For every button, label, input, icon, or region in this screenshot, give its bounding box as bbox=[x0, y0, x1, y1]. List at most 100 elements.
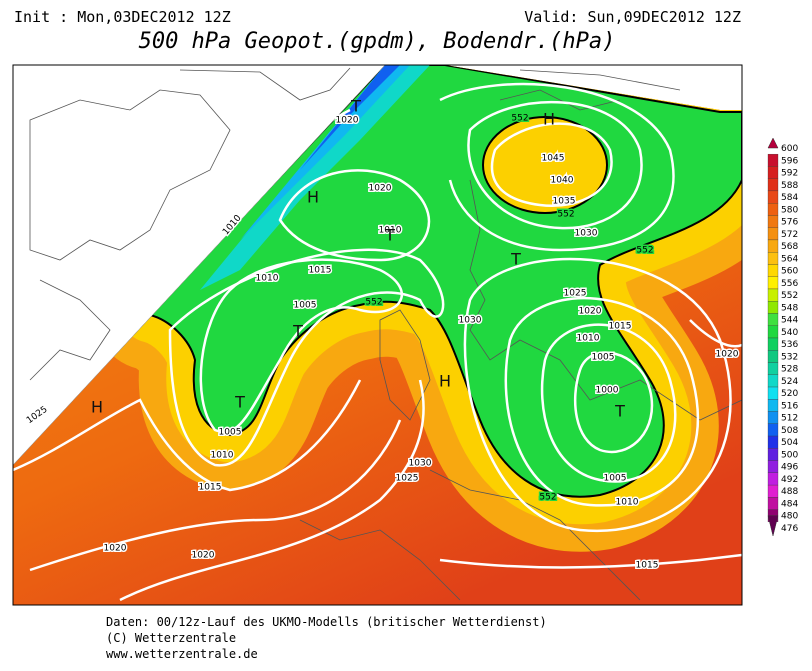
pressure-label: 1020 bbox=[104, 544, 127, 554]
legend-swatch bbox=[767, 203, 779, 216]
pressure-label: 1015 bbox=[309, 266, 332, 276]
legend-label: 596 bbox=[781, 156, 798, 166]
geopot-label: 552 bbox=[636, 246, 653, 256]
pressure-center: T bbox=[384, 226, 395, 245]
legend-swatch bbox=[767, 239, 779, 253]
pressure-label: 1020 bbox=[336, 116, 359, 126]
legend-swatch bbox=[767, 411, 779, 424]
pressure-label: 1010 bbox=[616, 498, 639, 508]
geopotential-field bbox=[13, 65, 742, 605]
map-title: 500 hPa Geopot.(gpdm), Bodendr.(hPa) bbox=[139, 29, 616, 54]
geopot-label: 552 bbox=[557, 210, 574, 220]
pressure-label: 1020 bbox=[716, 350, 739, 360]
pressure-label: 1005 bbox=[604, 474, 627, 484]
legend-swatch bbox=[767, 166, 779, 179]
legend-swatch bbox=[767, 153, 779, 167]
legend-swatch bbox=[767, 472, 779, 486]
pressure-center: T bbox=[510, 250, 521, 269]
legend-label: 504 bbox=[781, 438, 798, 448]
footer-url: www.wetterzentrale.de bbox=[106, 647, 258, 661]
pressure-center: H bbox=[543, 110, 555, 129]
legend-swatch bbox=[767, 178, 779, 192]
legend-label: 580 bbox=[781, 205, 798, 215]
legend-swatch bbox=[767, 399, 779, 412]
geopot-label: 552 bbox=[365, 298, 382, 308]
legend-label: 576 bbox=[781, 218, 798, 228]
pressure-center: H bbox=[307, 188, 319, 207]
legend-label: 484 bbox=[781, 499, 798, 509]
legend-label: 480 bbox=[781, 512, 798, 522]
map-area: 1020 1010 1020 1010 1015 1010 1005 1005 … bbox=[13, 65, 742, 605]
legend-swatch bbox=[767, 276, 779, 290]
legend-label: 572 bbox=[781, 230, 798, 240]
pressure-center: T bbox=[292, 322, 303, 341]
pressure-label: 1010 bbox=[379, 226, 402, 236]
pressure-label: 1020 bbox=[192, 551, 215, 561]
footer-source: Daten: 00/12z-Lauf des UKMO-Modells (bri… bbox=[106, 615, 547, 629]
legend-label: 568 bbox=[781, 242, 798, 252]
pressure-center: H bbox=[439, 372, 451, 391]
legend-swatch bbox=[767, 325, 779, 339]
pressure-label: 1025 bbox=[396, 474, 419, 484]
legend-swatch bbox=[767, 288, 779, 302]
legend-swatch bbox=[767, 227, 779, 241]
legend-label: 496 bbox=[781, 463, 798, 473]
legend-label: 516 bbox=[781, 401, 798, 411]
pressure-label: 1010 bbox=[256, 274, 279, 284]
legend-label: 592 bbox=[781, 169, 798, 179]
legend-label: 488 bbox=[781, 487, 798, 497]
pressure-label: 1005 bbox=[294, 301, 317, 311]
legend-label: 560 bbox=[781, 267, 798, 277]
outside-coastlines bbox=[29, 67, 681, 381]
pressure-label: 1020 bbox=[369, 184, 392, 194]
legend-swatch bbox=[767, 435, 779, 449]
legend-label: 600 bbox=[781, 144, 798, 154]
pressure-label: 1005 bbox=[219, 428, 242, 438]
legend-label: 500 bbox=[781, 450, 798, 460]
valid-time: Valid: Sun,09DEC2012 12Z bbox=[524, 8, 741, 26]
pressure-label: 1015 bbox=[636, 561, 659, 571]
legend-swatch bbox=[767, 313, 779, 326]
legend-label: 532 bbox=[781, 352, 798, 362]
pressure-label: 1025 bbox=[564, 289, 587, 299]
cyan-field bbox=[200, 65, 430, 290]
pressure-contours bbox=[13, 82, 742, 602]
geopot-label: 552 bbox=[539, 493, 556, 503]
legend-swatch bbox=[767, 386, 779, 400]
pressure-label: 1015 bbox=[199, 483, 222, 493]
legend-swatch bbox=[767, 301, 779, 314]
pressure-center: H bbox=[91, 398, 103, 417]
legend-swatch bbox=[767, 448, 779, 461]
legend-swatch bbox=[767, 460, 779, 473]
legend-label: 556 bbox=[781, 279, 798, 289]
pressure-label: 1005 bbox=[592, 353, 615, 363]
pressure-center: T bbox=[614, 402, 625, 421]
legend-swatch bbox=[767, 337, 779, 351]
legend-swatch bbox=[767, 484, 779, 498]
footer-copyright: (C) Wetterzentrale bbox=[106, 631, 236, 645]
legend-swatch bbox=[767, 497, 779, 510]
legend-label: 536 bbox=[781, 340, 798, 350]
color-legend: 600 596 592 588 584 580 576 572 568 564 560 556 552 5… bbox=[767, 137, 798, 537]
legend-label: 512 bbox=[781, 414, 798, 424]
legend-cap bbox=[767, 515, 779, 537]
legend-swatch bbox=[767, 264, 779, 277]
pressure-label: 1030 bbox=[409, 459, 432, 469]
legend-label: 548 bbox=[781, 303, 798, 313]
pressure-label: 1000 bbox=[596, 386, 619, 396]
legend-label: 524 bbox=[781, 377, 798, 387]
legend-swatch bbox=[767, 374, 779, 388]
pressure-label: 1015 bbox=[609, 322, 632, 332]
pressure-label: 1035 bbox=[553, 197, 576, 207]
legend-label: 552 bbox=[781, 291, 798, 301]
legend-swatch bbox=[767, 252, 779, 265]
pressure-label: 1030 bbox=[575, 229, 598, 239]
legend-swatch bbox=[767, 362, 779, 375]
pressure-label: 1020 bbox=[579, 307, 602, 317]
init-time: Init : Mon,03DEC2012 12Z bbox=[14, 8, 231, 26]
legend-label: 584 bbox=[781, 193, 798, 203]
legend-label: 540 bbox=[781, 328, 798, 338]
legend-swatch bbox=[767, 423, 779, 437]
